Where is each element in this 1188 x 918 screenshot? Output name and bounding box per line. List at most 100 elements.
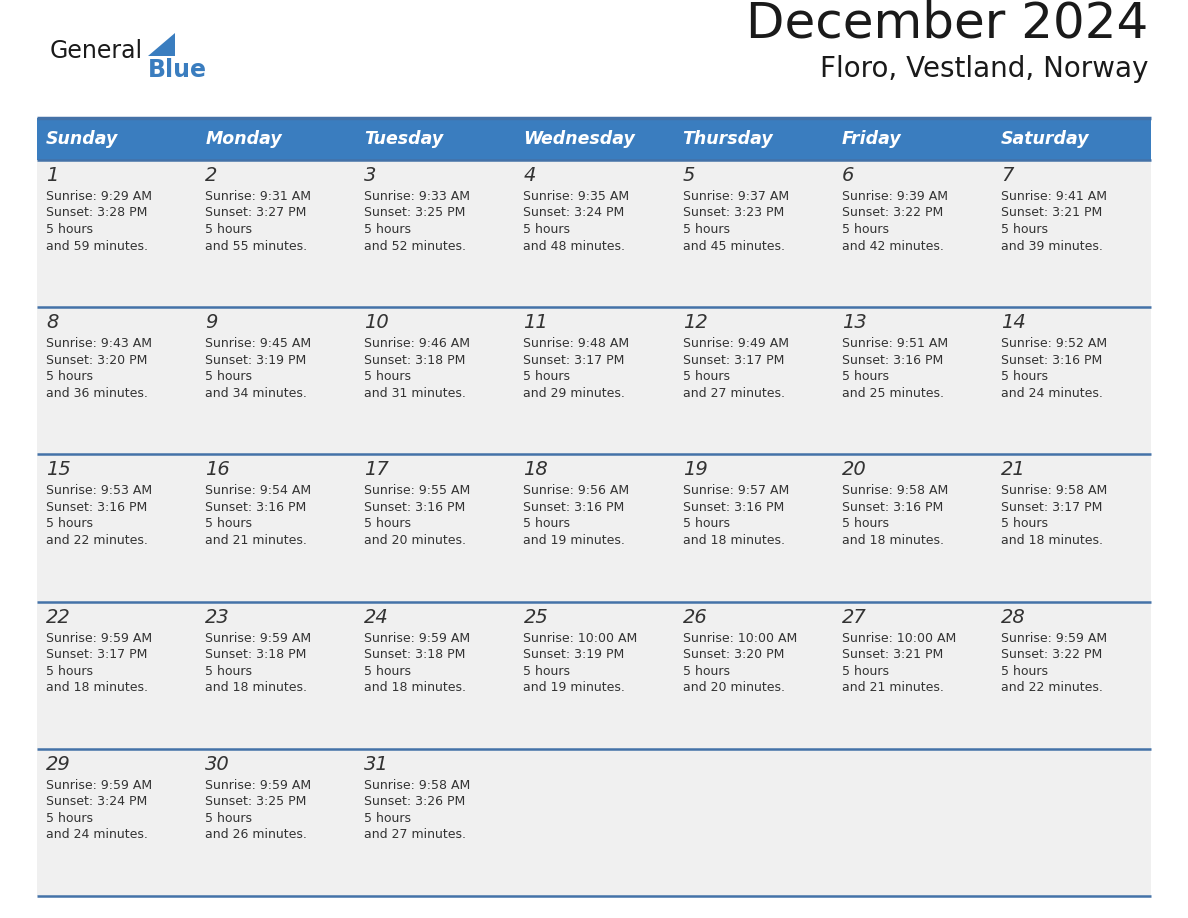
- Text: Sunset: 3:25 PM: Sunset: 3:25 PM: [206, 795, 307, 809]
- Bar: [37, 118, 196, 160]
- Text: 5 hours: 5 hours: [206, 223, 252, 236]
- Text: and 52 minutes.: and 52 minutes.: [365, 240, 466, 252]
- Bar: [514, 308, 674, 454]
- Text: and 19 minutes.: and 19 minutes.: [524, 534, 625, 547]
- Text: Sunrise: 10:00 AM: Sunrise: 10:00 AM: [524, 632, 638, 644]
- Bar: [196, 118, 355, 160]
- Text: 5 hours: 5 hours: [1000, 370, 1048, 383]
- Text: 6: 6: [842, 166, 854, 185]
- Bar: [355, 160, 514, 308]
- Text: and 21 minutes.: and 21 minutes.: [842, 681, 943, 694]
- Text: 5 hours: 5 hours: [46, 812, 93, 824]
- Text: 5 hours: 5 hours: [206, 370, 252, 383]
- Text: 11: 11: [524, 313, 548, 332]
- Text: 5 hours: 5 hours: [524, 665, 570, 677]
- Text: 5: 5: [683, 166, 695, 185]
- Bar: [833, 749, 992, 896]
- Text: 5 hours: 5 hours: [842, 665, 889, 677]
- Text: December 2024: December 2024: [746, 0, 1148, 48]
- Text: 5 hours: 5 hours: [206, 665, 252, 677]
- Text: Sunset: 3:18 PM: Sunset: 3:18 PM: [365, 648, 466, 661]
- Text: Sunrise: 9:29 AM: Sunrise: 9:29 AM: [46, 190, 152, 203]
- Text: Sunset: 3:17 PM: Sunset: 3:17 PM: [1000, 501, 1102, 514]
- Text: Sunset: 3:17 PM: Sunset: 3:17 PM: [683, 353, 784, 366]
- Text: Sunrise: 9:54 AM: Sunrise: 9:54 AM: [206, 485, 311, 498]
- Text: 3: 3: [365, 166, 377, 185]
- Text: 5 hours: 5 hours: [842, 518, 889, 531]
- Text: Sunset: 3:17 PM: Sunset: 3:17 PM: [46, 648, 147, 661]
- Text: Sunset: 3:27 PM: Sunset: 3:27 PM: [206, 207, 307, 219]
- Text: 5 hours: 5 hours: [524, 223, 570, 236]
- Text: Sunrise: 9:58 AM: Sunrise: 9:58 AM: [842, 485, 948, 498]
- Text: Sunrise: 9:58 AM: Sunrise: 9:58 AM: [1000, 485, 1107, 498]
- Text: Sunset: 3:16 PM: Sunset: 3:16 PM: [365, 501, 466, 514]
- Bar: [37, 454, 196, 601]
- Text: Sunset: 3:22 PM: Sunset: 3:22 PM: [842, 207, 943, 219]
- Text: Sunset: 3:28 PM: Sunset: 3:28 PM: [46, 207, 147, 219]
- Text: Tuesday: Tuesday: [365, 130, 443, 148]
- Text: Sunset: 3:17 PM: Sunset: 3:17 PM: [524, 353, 625, 366]
- Bar: [196, 454, 355, 601]
- Bar: [37, 160, 196, 308]
- Text: Sunset: 3:16 PM: Sunset: 3:16 PM: [524, 501, 625, 514]
- Text: 25: 25: [524, 608, 548, 627]
- Bar: [37, 308, 196, 454]
- Text: Sunrise: 9:55 AM: Sunrise: 9:55 AM: [365, 485, 470, 498]
- Text: Sunset: 3:26 PM: Sunset: 3:26 PM: [365, 795, 466, 809]
- Text: 5 hours: 5 hours: [524, 518, 570, 531]
- Text: Sunset: 3:21 PM: Sunset: 3:21 PM: [1000, 207, 1102, 219]
- Text: Monday: Monday: [206, 130, 282, 148]
- Text: Sunrise: 10:00 AM: Sunrise: 10:00 AM: [842, 632, 956, 644]
- Text: 17: 17: [365, 461, 388, 479]
- Bar: [833, 454, 992, 601]
- Text: Sunrise: 9:59 AM: Sunrise: 9:59 AM: [46, 778, 152, 792]
- Text: Sunrise: 9:39 AM: Sunrise: 9:39 AM: [842, 190, 948, 203]
- Text: and 34 minutes.: and 34 minutes.: [206, 386, 307, 399]
- Text: Sunrise: 9:43 AM: Sunrise: 9:43 AM: [46, 337, 152, 350]
- Text: 5 hours: 5 hours: [1000, 665, 1048, 677]
- Text: and 20 minutes.: and 20 minutes.: [365, 534, 466, 547]
- Text: Sunrise: 9:53 AM: Sunrise: 9:53 AM: [46, 485, 152, 498]
- Text: Sunrise: 9:57 AM: Sunrise: 9:57 AM: [683, 485, 789, 498]
- Text: Sunset: 3:16 PM: Sunset: 3:16 PM: [842, 353, 943, 366]
- Bar: [514, 749, 674, 896]
- Text: and 36 minutes.: and 36 minutes.: [46, 386, 147, 399]
- Text: Sunset: 3:20 PM: Sunset: 3:20 PM: [683, 648, 784, 661]
- Text: and 27 minutes.: and 27 minutes.: [683, 386, 784, 399]
- Text: and 59 minutes.: and 59 minutes.: [46, 240, 148, 252]
- Text: Sunrise: 9:59 AM: Sunrise: 9:59 AM: [1000, 632, 1107, 644]
- Text: and 27 minutes.: and 27 minutes.: [365, 828, 466, 841]
- Text: 5 hours: 5 hours: [365, 812, 411, 824]
- Text: 28: 28: [1000, 608, 1025, 627]
- Bar: [674, 454, 833, 601]
- Text: 12: 12: [683, 313, 707, 332]
- Bar: [674, 749, 833, 896]
- Text: 5 hours: 5 hours: [365, 370, 411, 383]
- Bar: [514, 118, 674, 160]
- Text: and 42 minutes.: and 42 minutes.: [842, 240, 943, 252]
- Text: Friday: Friday: [842, 130, 902, 148]
- Bar: [514, 160, 674, 308]
- Bar: [992, 118, 1151, 160]
- Text: 29: 29: [46, 755, 71, 774]
- Text: Sunrise: 9:41 AM: Sunrise: 9:41 AM: [1000, 190, 1107, 203]
- Text: Sunset: 3:24 PM: Sunset: 3:24 PM: [46, 795, 147, 809]
- Text: Floro, Vestland, Norway: Floro, Vestland, Norway: [820, 55, 1148, 83]
- Bar: [674, 601, 833, 749]
- Text: and 20 minutes.: and 20 minutes.: [683, 681, 784, 694]
- Text: General: General: [50, 39, 143, 63]
- Text: 31: 31: [365, 755, 388, 774]
- Text: and 24 minutes.: and 24 minutes.: [46, 828, 147, 841]
- Text: 4: 4: [524, 166, 536, 185]
- Text: Sunset: 3:23 PM: Sunset: 3:23 PM: [683, 207, 784, 219]
- Text: and 18 minutes.: and 18 minutes.: [1000, 534, 1102, 547]
- Text: Sunrise: 9:58 AM: Sunrise: 9:58 AM: [365, 778, 470, 792]
- Text: Sunset: 3:21 PM: Sunset: 3:21 PM: [842, 648, 943, 661]
- Bar: [514, 454, 674, 601]
- Text: and 55 minutes.: and 55 minutes.: [206, 240, 308, 252]
- Text: Thursday: Thursday: [683, 130, 773, 148]
- Text: 5 hours: 5 hours: [206, 812, 252, 824]
- Bar: [992, 601, 1151, 749]
- Text: Sunset: 3:20 PM: Sunset: 3:20 PM: [46, 353, 147, 366]
- Text: and 25 minutes.: and 25 minutes.: [842, 386, 943, 399]
